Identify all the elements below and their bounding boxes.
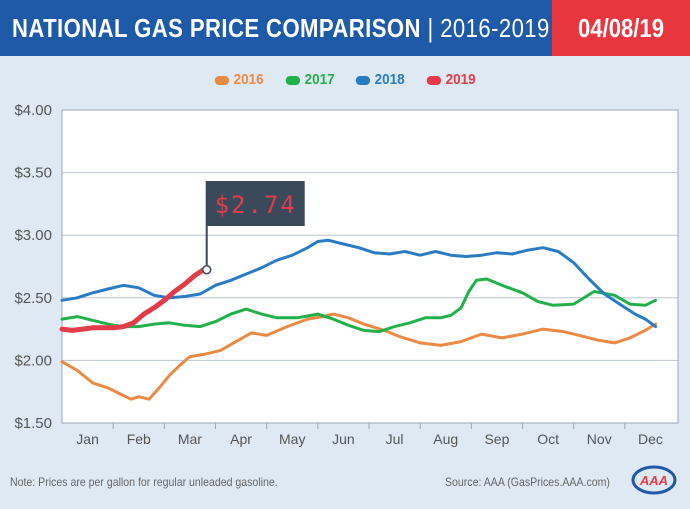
y-tick-label: $2.50 — [14, 290, 52, 307]
header-bar: NATIONAL GAS PRICE COMPARISON | 2016-201… — [0, 0, 690, 56]
flag-box — [206, 181, 305, 226]
legend-item-2016: 2016 — [214, 71, 264, 88]
legend-label-2016: 2016 — [233, 71, 264, 88]
legend-label-2018: 2018 — [374, 71, 405, 88]
x-tick-label: Mar — [178, 431, 202, 447]
chart-legend: 2016 2017 2018 2019 — [0, 71, 690, 88]
y-tick-label: $4.00 — [14, 102, 52, 119]
x-tick-label: Nov — [587, 431, 612, 447]
x-tick-label: Dec — [638, 431, 663, 447]
title-separator: | — [420, 13, 441, 43]
legend-item-2018: 2018 — [355, 71, 405, 88]
date-banner: 04/08/19 — [552, 0, 690, 56]
x-tick-label: Feb — [127, 431, 151, 447]
legend-swatch-2018 — [355, 75, 371, 85]
plot-border — [61, 109, 679, 424]
series-lines — [59, 238, 657, 401]
y-tick-label: $2.00 — [14, 352, 52, 369]
price-annotation: $2.74 — [201, 181, 305, 275]
plot-area — [62, 110, 678, 423]
x-tick-label: Sep — [484, 431, 509, 447]
y-tick-label: $1.50 — [14, 415, 52, 432]
aaa-logo-text: AAA — [639, 473, 668, 488]
title-banner: NATIONAL GAS PRICE COMPARISON | 2016-201… — [0, 0, 552, 56]
footnote: Note: Prices are per gallon for regular … — [10, 475, 278, 489]
x-tick-label: Jan — [76, 431, 99, 447]
title-years: 2016-2019 — [440, 13, 550, 43]
legend-swatch-2017 — [285, 75, 300, 85]
legend-item-2017: 2017 — [285, 71, 334, 88]
legend-swatch-2016 — [214, 75, 230, 85]
legend-swatch-2019 — [426, 75, 441, 85]
annotation-point — [201, 265, 212, 275]
chart-title: NATIONAL GAS PRICE COMPARISON | 2016-201… — [12, 13, 550, 44]
series-line-2019 — [59, 267, 206, 333]
x-tick-label: Jun — [332, 431, 355, 447]
x-axis-ticks: Jan Feb Mar Apr May Jun Jul Aug Sep Oct Nov Dec — [76, 423, 663, 447]
aaa-logo: AAA — [631, 465, 677, 495]
y-tick-label: $3.00 — [14, 227, 52, 244]
x-tick-label: Oct — [537, 431, 559, 447]
x-tick-label: Aug — [433, 431, 458, 447]
x-tick-label: May — [279, 431, 305, 447]
x-tick-label: Jul — [386, 431, 404, 447]
legend-label-2017: 2017 — [304, 71, 335, 88]
series-line-2017 — [60, 277, 657, 334]
report-date: 04/08/19 — [577, 13, 665, 43]
x-tick-label: Apr — [230, 431, 252, 447]
source-note: Source: AAA (GasPrices.AAA.com) — [445, 475, 610, 489]
y-tick-label: $3.50 — [14, 165, 52, 182]
series-line-2018 — [60, 238, 657, 329]
legend-label-2019: 2019 — [445, 71, 476, 88]
title-text: NATIONAL GAS PRICE COMPARISON — [12, 13, 421, 43]
price-label: $2.74 — [215, 191, 297, 219]
aaa-logo-oval — [631, 465, 677, 495]
legend-item-2019: 2019 — [426, 71, 475, 88]
y-axis-ticks: $1.50 $2.00 $2.50 $3.00 $3.50 $4.00 — [14, 102, 52, 432]
